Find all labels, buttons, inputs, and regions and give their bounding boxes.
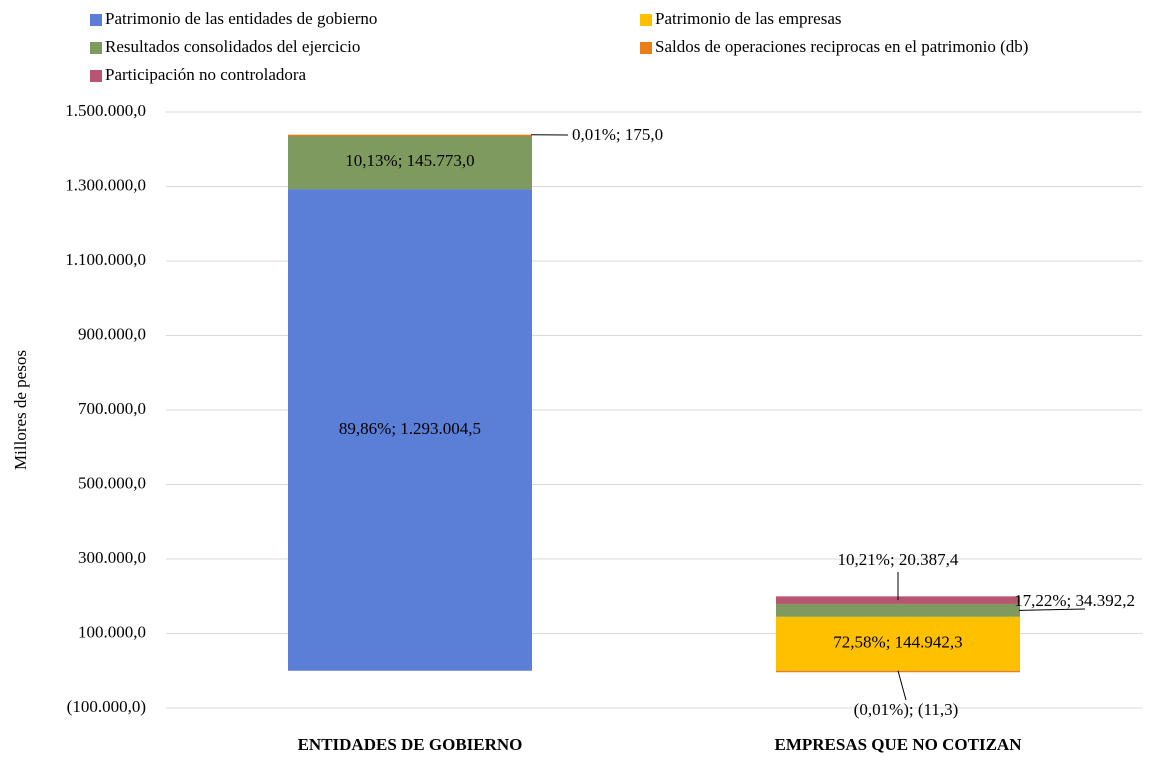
- data-label: 17,22%; 34.392,2: [1014, 591, 1135, 610]
- legend-swatch: [90, 70, 102, 82]
- x-tick-label: ENTIDADES DE GOBIERNO: [298, 735, 523, 754]
- legend-swatch: [640, 14, 652, 26]
- legend-swatch: [90, 42, 102, 54]
- legend-label: Resultados consolidados del ejercicio: [105, 37, 360, 56]
- bar-segment: [288, 134, 532, 190]
- y-tick-label: 300.000,0: [78, 548, 146, 567]
- data-label: 72,58%; 144.942,3: [833, 633, 962, 652]
- legend-label: Patrimonio de las empresas: [655, 9, 842, 28]
- bar-segment: [776, 603, 1020, 617]
- legend-swatch: [640, 42, 652, 54]
- bar-segment: [288, 134, 532, 137]
- y-tick-label: 1.100.000,0: [65, 250, 146, 269]
- y-tick-label: 1.500.000,0: [65, 101, 146, 120]
- legend-label: Patrimonio de las entidades de gobierno: [105, 9, 377, 28]
- bar-segment: [776, 616, 1020, 671]
- x-tick-label: EMPRESAS QUE NO COTIZAN: [774, 735, 1022, 754]
- y-tick-label: 900.000,0: [78, 324, 146, 343]
- leader-line: [897, 670, 907, 701]
- y-tick-label: 100.000,0: [78, 622, 146, 641]
- y-tick-label: 500.000,0: [78, 473, 146, 492]
- bar-segment: [288, 189, 532, 671]
- legend-swatch: [90, 14, 102, 26]
- y-tick-label: 1.300.000,0: [65, 175, 146, 194]
- y-tick-label: (100.000,0): [67, 697, 146, 716]
- data-label: 10,13%; 145.773,0: [345, 151, 474, 170]
- y-tick-label: 700.000,0: [78, 399, 146, 418]
- y-axis-label: Millores de pesos: [11, 350, 30, 470]
- data-label: 0,01%; 175,0: [572, 125, 663, 144]
- data-label: (0,01%); (11,3): [854, 700, 959, 719]
- data-label: 10,21%; 20.387,4: [838, 550, 959, 569]
- data-label: 89,86%; 1.293.004,5: [339, 419, 481, 438]
- legend-label: Saldos de operaciones reciprocas en el p…: [655, 37, 1028, 56]
- legend-label: Participación no controladora: [105, 65, 307, 84]
- leader-line: [1018, 608, 1086, 611]
